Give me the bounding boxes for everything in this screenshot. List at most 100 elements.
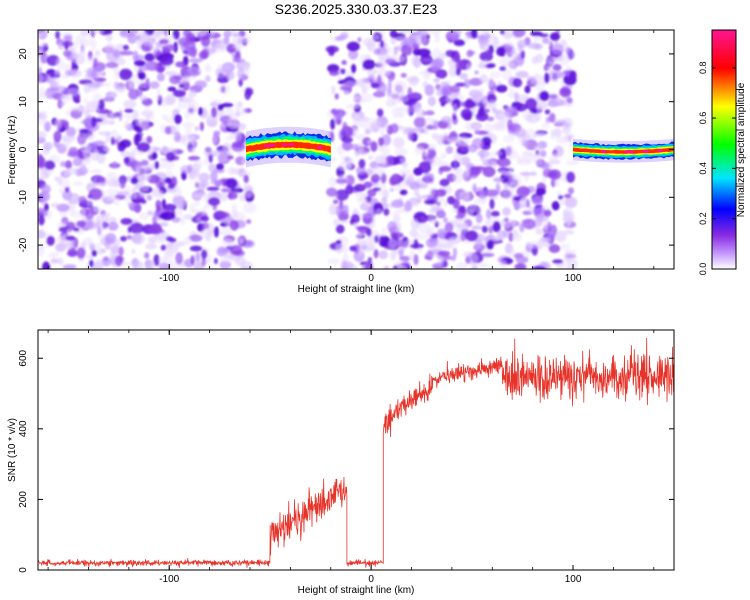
- spectrogram-cell: [384, 122, 389, 132]
- spectrogram-cell: [138, 71, 146, 81]
- spectrogram-cell: [546, 65, 552, 71]
- spectrogram-cell: [116, 190, 130, 196]
- spectrogram-cell: [535, 187, 547, 196]
- spectrogram-cell: [198, 180, 210, 188]
- spectrogram-cell: [93, 148, 99, 156]
- spectrogram-cell: [38, 73, 44, 85]
- spectrogram-cell: [551, 78, 560, 83]
- spectrogram-cell: [485, 49, 492, 55]
- spectrogram-cell: [403, 127, 415, 135]
- spectrogram-cell: [194, 199, 200, 207]
- spectrogram-cell: [128, 77, 134, 89]
- spectrogram-cell: [393, 106, 406, 112]
- spectrogram-cell: [84, 254, 93, 259]
- spectrogram-cell: [99, 114, 107, 120]
- spectrogram-cell: [56, 203, 70, 212]
- spectrogram-cell: [65, 235, 76, 241]
- spectrogram-cell: [466, 49, 474, 58]
- spectrogram-cell: [101, 256, 111, 267]
- spectrogram-cell: [223, 30, 232, 38]
- spectrogram-cell: [465, 256, 471, 264]
- spectrogram-cell: [411, 55, 418, 67]
- y-tick-label: 0: [18, 567, 29, 573]
- spectrogram-cell: [65, 109, 71, 116]
- spectrogram-cell: [514, 91, 519, 102]
- spectrogram-cell: [237, 123, 247, 131]
- spectrogram-cell: [419, 183, 429, 189]
- spectrogram-cell: [560, 243, 571, 251]
- spectrogram-cell: [62, 264, 77, 269]
- spectrogram-cell: [186, 164, 193, 173]
- spectrogram-cell: [213, 226, 220, 238]
- spectrogram-cell: [417, 111, 423, 118]
- spectrogram-cell: [198, 50, 208, 60]
- spectrogram-cell: [563, 122, 570, 127]
- spectrogram-cell: [470, 30, 478, 39]
- spectrogram-cell: [355, 225, 369, 230]
- spectrogram-cell: [83, 132, 96, 140]
- spectrogram-cell: [82, 98, 89, 103]
- signal-peak: [269, 143, 276, 147]
- spectrogram-cell: [38, 155, 45, 166]
- spectrogram-cell: [486, 240, 494, 250]
- spectrogram-cell: [119, 178, 126, 189]
- spectrogram-cell: [492, 177, 504, 183]
- spectrogram-cell: [113, 196, 120, 207]
- spectrogram-cell: [446, 196, 456, 205]
- spectrogram-cell: [474, 70, 479, 75]
- spectrogram-cell: [81, 208, 87, 220]
- spectrogram-cell: [172, 185, 182, 198]
- spectrogram-cell: [388, 238, 397, 250]
- spectrogram-cell: [448, 65, 458, 78]
- snr-x-ticks: -100 0 100: [47, 330, 655, 585]
- x-tick-label: 0: [368, 273, 374, 284]
- spectrogram-cell: [215, 73, 226, 79]
- spectrogram-cell: [97, 131, 112, 136]
- spectrogram-cell: [391, 199, 404, 209]
- spectrogram-cell: [188, 234, 203, 242]
- spectrogram-cell: [149, 224, 163, 235]
- spectrogram-cell: [167, 182, 175, 190]
- spectrogram-cell: [377, 74, 382, 86]
- spectrogram-cell: [424, 110, 435, 116]
- spectrogram-cell: [330, 118, 336, 130]
- spectrogram-cell: [156, 72, 165, 82]
- spectrogram-cell: [129, 222, 144, 234]
- spectrogram-cell: [219, 192, 228, 202]
- spectrogram-cell: [60, 73, 70, 79]
- spectrogram-cell: [63, 243, 73, 250]
- spectrogram-cell: [243, 34, 251, 44]
- spectrogram-cell: [452, 171, 464, 184]
- spectrogram-cell: [491, 107, 498, 113]
- spectrogram-cell: [393, 46, 398, 56]
- spectrogram-cell: [183, 74, 193, 83]
- snr-series-line: [38, 337, 674, 569]
- spectrogram-cell: [450, 84, 461, 93]
- spectrogram-cell: [459, 101, 466, 107]
- spectrogram-cell: [239, 193, 246, 202]
- spectrogram-cell: [419, 70, 424, 76]
- spectrogram-cell: [190, 163, 202, 171]
- spectrogram-cell: [380, 154, 386, 164]
- spectrogram-cell: [43, 210, 53, 220]
- spectrogram-cell: [106, 178, 121, 187]
- spectrogram-cell: [406, 76, 420, 84]
- spectrogram-cell: [173, 41, 178, 53]
- spectrogram-cell: [392, 214, 402, 222]
- spectrogram-cell: [207, 47, 219, 55]
- spectrogram-cell: [362, 59, 376, 70]
- spectrogram-cell: [60, 161, 66, 167]
- spectrogram-cell: [152, 215, 157, 226]
- spectrogram-cell: [352, 222, 359, 228]
- spectrogram-cell: [237, 68, 245, 80]
- spectrogram-cell: [404, 105, 411, 115]
- spectrogram-cell: [548, 154, 559, 164]
- spectrogram-cell: [549, 32, 561, 41]
- spectrogram-cell: [395, 238, 405, 248]
- spectrogram-cell: [340, 219, 349, 225]
- spectrogram-cell: [538, 33, 549, 38]
- spectrogram-cell: [489, 198, 495, 210]
- spectrogram-cell: [470, 121, 482, 131]
- spectrogram-cell: [79, 37, 93, 47]
- spectrogram-cell: [465, 166, 471, 176]
